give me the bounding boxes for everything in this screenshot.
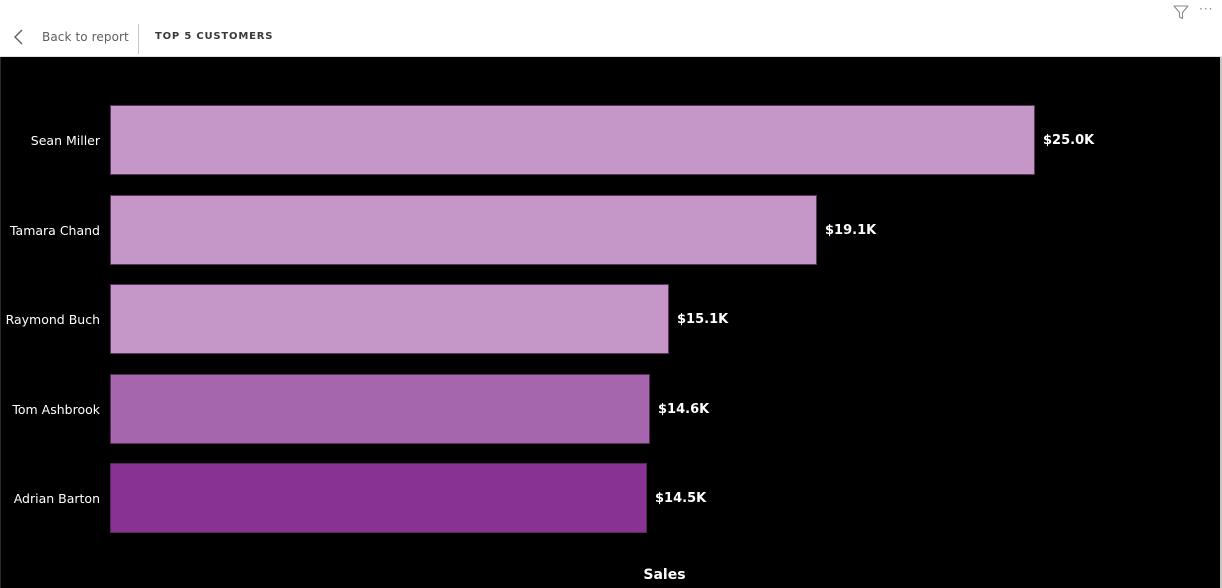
category-label: Raymond Buch <box>5 311 100 327</box>
bar[interactable] <box>110 463 647 533</box>
visual-header: Back to report TOP 5 CUSTOMERS ··· <box>0 0 1222 57</box>
bar-row: Tamara Chand $19.1K <box>1 195 1221 265</box>
back-to-report-label: Back to report <box>42 30 129 44</box>
data-label: $14.5K <box>655 490 707 506</box>
bar-row: Tom Ashbrook $14.6K <box>1 374 1221 444</box>
filter-icon[interactable] <box>1172 3 1190 21</box>
chevron-left-icon <box>14 29 23 45</box>
x-axis-title: Sales <box>643 567 686 583</box>
data-label: $25.0K <box>1043 132 1095 148</box>
category-label: Sean Miller <box>30 132 100 148</box>
data-label: $19.1K <box>825 222 877 238</box>
bar-row: Sean Miller $25.0K <box>1 105 1221 175</box>
category-label: Tom Ashbrook <box>12 401 100 417</box>
bar[interactable] <box>110 284 669 354</box>
visual-title: TOP 5 CUSTOMERS <box>155 31 274 42</box>
back-to-report-button[interactable]: Back to report <box>12 26 129 48</box>
header-divider <box>138 24 139 54</box>
data-label: $15.1K <box>677 311 729 327</box>
bar-row: Raymond Buch $15.1K <box>1 284 1221 354</box>
bar[interactable] <box>110 195 817 265</box>
bar[interactable] <box>110 105 1035 175</box>
more-options-icon[interactable]: ··· <box>1199 2 1214 16</box>
category-label: Tamara Chand <box>9 222 100 238</box>
bar[interactable] <box>110 374 650 444</box>
category-label: Adrian Barton <box>13 490 100 506</box>
data-label: $14.6K <box>658 401 710 417</box>
bar-row: Adrian Barton $14.5K <box>1 463 1221 533</box>
chart-canvas: Sean Miller $25.0K Tamara Chand $19.1K Raymo… <box>0 57 1222 588</box>
